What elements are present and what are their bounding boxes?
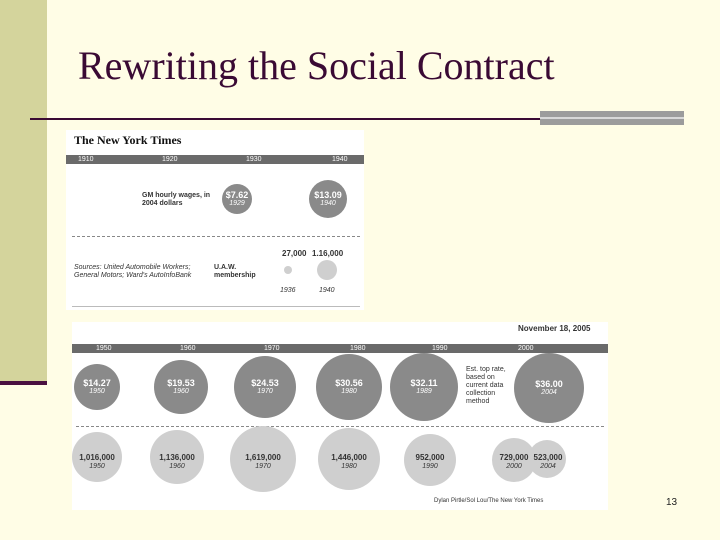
- timeline-label: 1950: [96, 345, 112, 352]
- divider: [72, 236, 360, 237]
- source-note: Sources: United Automobile Workers; Gene…: [74, 264, 192, 279]
- bottom-rule: [72, 306, 360, 307]
- membership-value: 1,446,000: [331, 453, 367, 462]
- wage-circle: $24.53 1970: [234, 356, 296, 418]
- wage-year: 1950: [89, 388, 105, 395]
- newspaper-graphic-1910-1940: The New York Times 1910 1920 1930 1940 G…: [66, 130, 364, 310]
- wage-circle: $36.00 2004: [514, 353, 584, 423]
- wage-value: $30.56: [335, 378, 363, 388]
- membership-circle: [150, 430, 204, 484]
- membership-circle: [528, 440, 566, 478]
- membership-year: 1936: [280, 287, 296, 294]
- membership-label: 523,000 2004: [526, 453, 570, 471]
- membership-year: 1950: [89, 463, 105, 470]
- wage-value: $13.09: [314, 190, 342, 200]
- membership-value: 729,000: [499, 453, 529, 462]
- membership-label: 1,446,000 1980: [318, 453, 380, 471]
- wage-circle: $32.11 1989: [390, 353, 458, 421]
- wage-circle: $30.56 1980: [316, 354, 382, 420]
- decorative-sidebar: [0, 0, 47, 381]
- membership-value: 1,016,000: [79, 453, 115, 462]
- wage-value: $19.53: [167, 378, 195, 388]
- publication-date: November 18, 2005: [518, 324, 591, 333]
- membership-value: 1.16,000: [312, 249, 344, 258]
- membership-year: 1970: [255, 463, 271, 470]
- timeline-bar: 1910 1920 1930 1940: [66, 155, 364, 164]
- membership-value: 1,136,000: [159, 453, 195, 462]
- membership-value: 1,619,000: [245, 453, 281, 462]
- timeline-label: 1940: [332, 156, 348, 163]
- membership-circle: [72, 432, 122, 482]
- wage-year: 1940: [320, 200, 336, 207]
- timeline-label: 2000: [518, 345, 534, 352]
- membership-label: 952,000 1990: [404, 453, 456, 471]
- timeline-label: 1980: [350, 345, 366, 352]
- membership-value: 27,000: [282, 249, 307, 258]
- wage-value: $14.27: [83, 378, 111, 388]
- wage-value: $24.53: [251, 378, 279, 388]
- wage-year: 1980: [341, 388, 357, 395]
- membership-circle: [230, 426, 296, 492]
- membership-year: 2000: [506, 463, 522, 470]
- nyt-masthead: The New York Times: [74, 133, 182, 147]
- membership-circle: [284, 266, 292, 274]
- membership-value: 523,000: [533, 453, 563, 462]
- wage-year: 1989: [416, 388, 432, 395]
- membership-circle: [404, 434, 456, 486]
- timeline-label: 1910: [78, 156, 94, 163]
- membership-year: 1980: [341, 463, 357, 470]
- decorative-sidebar-rule: [0, 381, 47, 385]
- membership-label: U.A.W. membership: [214, 264, 256, 279]
- membership-year: 1940: [319, 287, 335, 294]
- membership-year: 1990: [422, 463, 438, 470]
- page-number: 13: [666, 497, 678, 508]
- wage-year: 1970: [257, 388, 273, 395]
- wage-circle: $14.27 1950: [74, 364, 120, 410]
- wage-circle: $19.53 1960: [154, 360, 208, 414]
- wage-value: $32.11: [410, 378, 438, 388]
- photo-credit: Dylan Pirtle/Sol Lou/The New York Times: [434, 498, 544, 504]
- wage-year: 1960: [173, 388, 189, 395]
- membership-year: 1960: [169, 463, 185, 470]
- membership-label: 1,136,000 1960: [148, 453, 206, 471]
- title-rule: [30, 118, 540, 120]
- wage-circle: $13.09 1940: [309, 180, 347, 218]
- wage-circle: $7.62 1929: [222, 184, 252, 214]
- timeline-label: 1990: [432, 345, 448, 352]
- membership-circle: [318, 428, 380, 490]
- timeline-label: 1970: [264, 345, 280, 352]
- membership-value: 952,000: [415, 453, 445, 462]
- wage-value: $7.62: [225, 190, 249, 200]
- wages-label: GM hourly wages, in 2004 dollars: [142, 192, 211, 207]
- timeline-label: 1930: [246, 156, 262, 163]
- title-rule-accent: [540, 111, 684, 125]
- membership-circle: [317, 260, 337, 280]
- newspaper-graphic-1950-2004: November 18, 2005 1950 1960 1970 1980 19…: [72, 322, 608, 510]
- wage-value: $36.00: [535, 379, 563, 389]
- estimate-note: Est. top rate, based on current data col…: [466, 366, 506, 405]
- membership-label: 729,000 2000: [490, 453, 538, 471]
- membership-label: 1,619,000 1970: [233, 453, 293, 471]
- timeline-label: 1920: [162, 156, 178, 163]
- timeline-bar: 1950 1960 1970 1980 1990 2000: [72, 344, 608, 353]
- membership-label: 1,016,000 1950: [70, 453, 124, 471]
- membership-year: 2004: [540, 463, 556, 470]
- timeline-label: 1960: [180, 345, 196, 352]
- wage-year: 2004: [541, 389, 557, 396]
- wage-year: 1929: [229, 200, 245, 207]
- divider: [76, 426, 604, 427]
- slide-title: Rewriting the Social Contract: [78, 43, 555, 88]
